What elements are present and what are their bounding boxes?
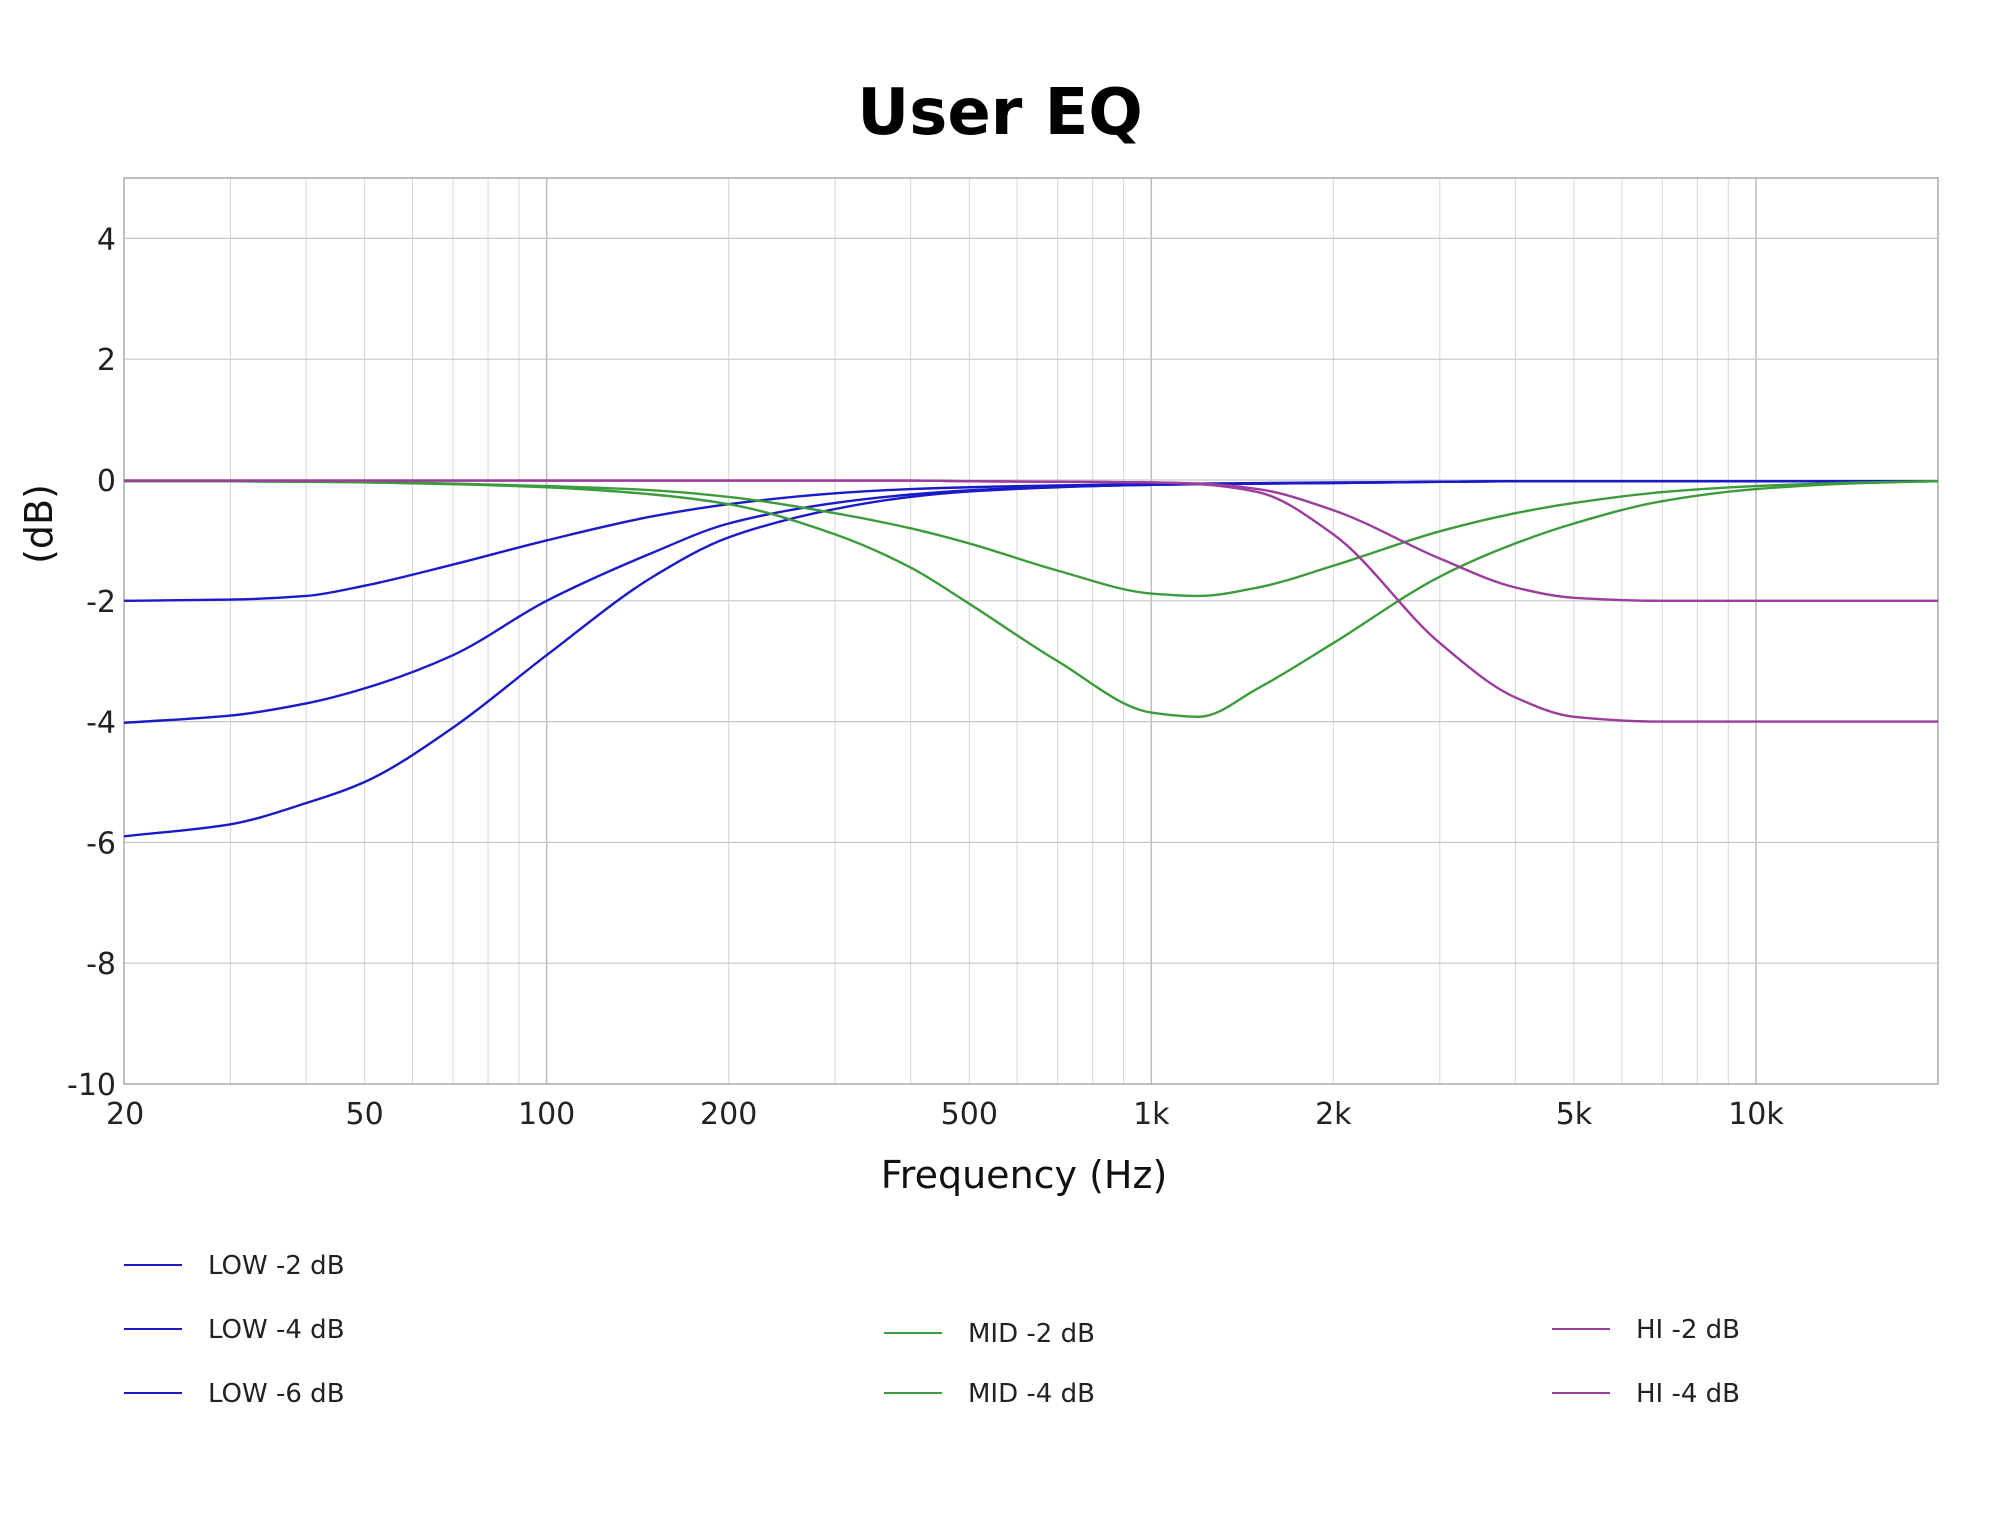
series-lines — [123, 479, 1939, 838]
plot-frame — [123, 177, 1939, 1085]
legend-label: LOW -6 dB — [208, 1379, 345, 1409]
y-tick-label: 2 — [97, 343, 116, 378]
legend-label: MID -2 dB — [968, 1319, 1095, 1349]
legend: LOW -2 dB LOW -4 dB LOW -6 dB MID -2 dB MID … — [124, 1251, 1740, 1409]
y-axis-ticks: 4 2 0 -2 -4 -6 -8 -10 — [67, 222, 116, 1103]
x-tick-label: 5k — [1556, 1097, 1593, 1132]
chart-title: User EQ — [857, 76, 1142, 150]
legend-label: MID -4 dB — [968, 1379, 1095, 1409]
y-tick-label: -8 — [86, 947, 116, 982]
x-tick-label: 2k — [1315, 1097, 1352, 1132]
x-tick-label: 10k — [1728, 1097, 1784, 1132]
grid — [124, 178, 1938, 1084]
series-line-hi-4-db — [124, 479, 1938, 723]
x-axis-label: Frequency (Hz) — [881, 1153, 1168, 1197]
x-tick-label: 500 — [941, 1097, 998, 1132]
legend-label: LOW -4 dB — [208, 1315, 345, 1345]
x-tick-label: 50 — [346, 1097, 384, 1132]
x-tick-label: 100 — [518, 1097, 575, 1132]
y-tick-label: -2 — [86, 585, 116, 620]
series-line-mid-4-db — [124, 480, 1939, 718]
y-tick-label: 0 — [97, 464, 116, 499]
legend-label: HI -2 dB — [1636, 1315, 1740, 1345]
y-tick-label: 4 — [97, 222, 116, 257]
legend-label: HI -4 dB — [1636, 1379, 1740, 1409]
x-axis-ticks: 20 50 100 200 500 1k 2k 5k 10k — [106, 1097, 1784, 1132]
y-tick-label: -4 — [86, 706, 116, 741]
x-tick-label: 1k — [1133, 1097, 1170, 1132]
series-line-low-6-db — [123, 480, 1938, 838]
x-tick-label: 200 — [700, 1097, 757, 1132]
y-axis-label: (dB) — [17, 484, 61, 564]
legend-label: LOW -2 dB — [208, 1251, 345, 1281]
y-tick-label: -10 — [67, 1068, 116, 1103]
x-tick-label: 20 — [106, 1097, 144, 1132]
y-tick-label: -6 — [86, 826, 116, 861]
